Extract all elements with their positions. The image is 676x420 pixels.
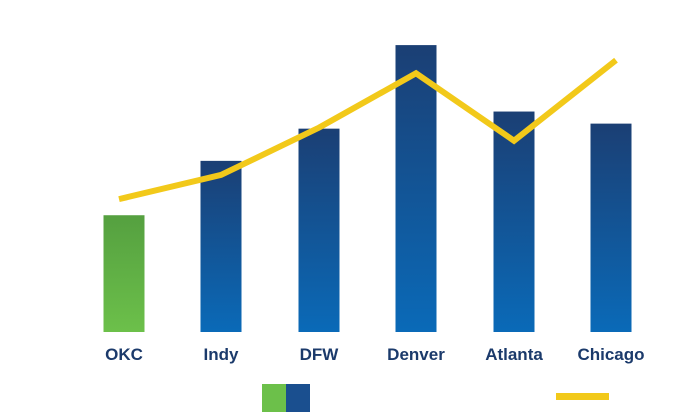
line-series xyxy=(118,57,618,203)
category-label-indy: Indy xyxy=(204,345,239,364)
bar-denver xyxy=(395,45,437,332)
bar-series xyxy=(103,45,632,333)
category-labels: OKC Indy DFW Denver Atlanta Chicago xyxy=(105,345,644,364)
category-label-atlanta: Atlanta xyxy=(485,345,543,364)
legend-swatch-line xyxy=(556,393,609,400)
bar-atlanta xyxy=(493,111,535,332)
category-label-chicago: Chicago xyxy=(577,345,644,364)
category-label-okc: OKC xyxy=(105,345,143,364)
line-path xyxy=(118,57,618,203)
legend-swatch-green xyxy=(262,384,286,412)
legend xyxy=(262,384,609,412)
bar-indy xyxy=(200,160,242,332)
bar-chicago xyxy=(590,123,632,333)
legend-swatch-blue xyxy=(286,384,310,412)
category-label-dfw: DFW xyxy=(300,345,340,364)
category-label-denver: Denver xyxy=(387,345,445,364)
bar-okc xyxy=(103,215,145,332)
bar-dfw xyxy=(298,128,340,332)
